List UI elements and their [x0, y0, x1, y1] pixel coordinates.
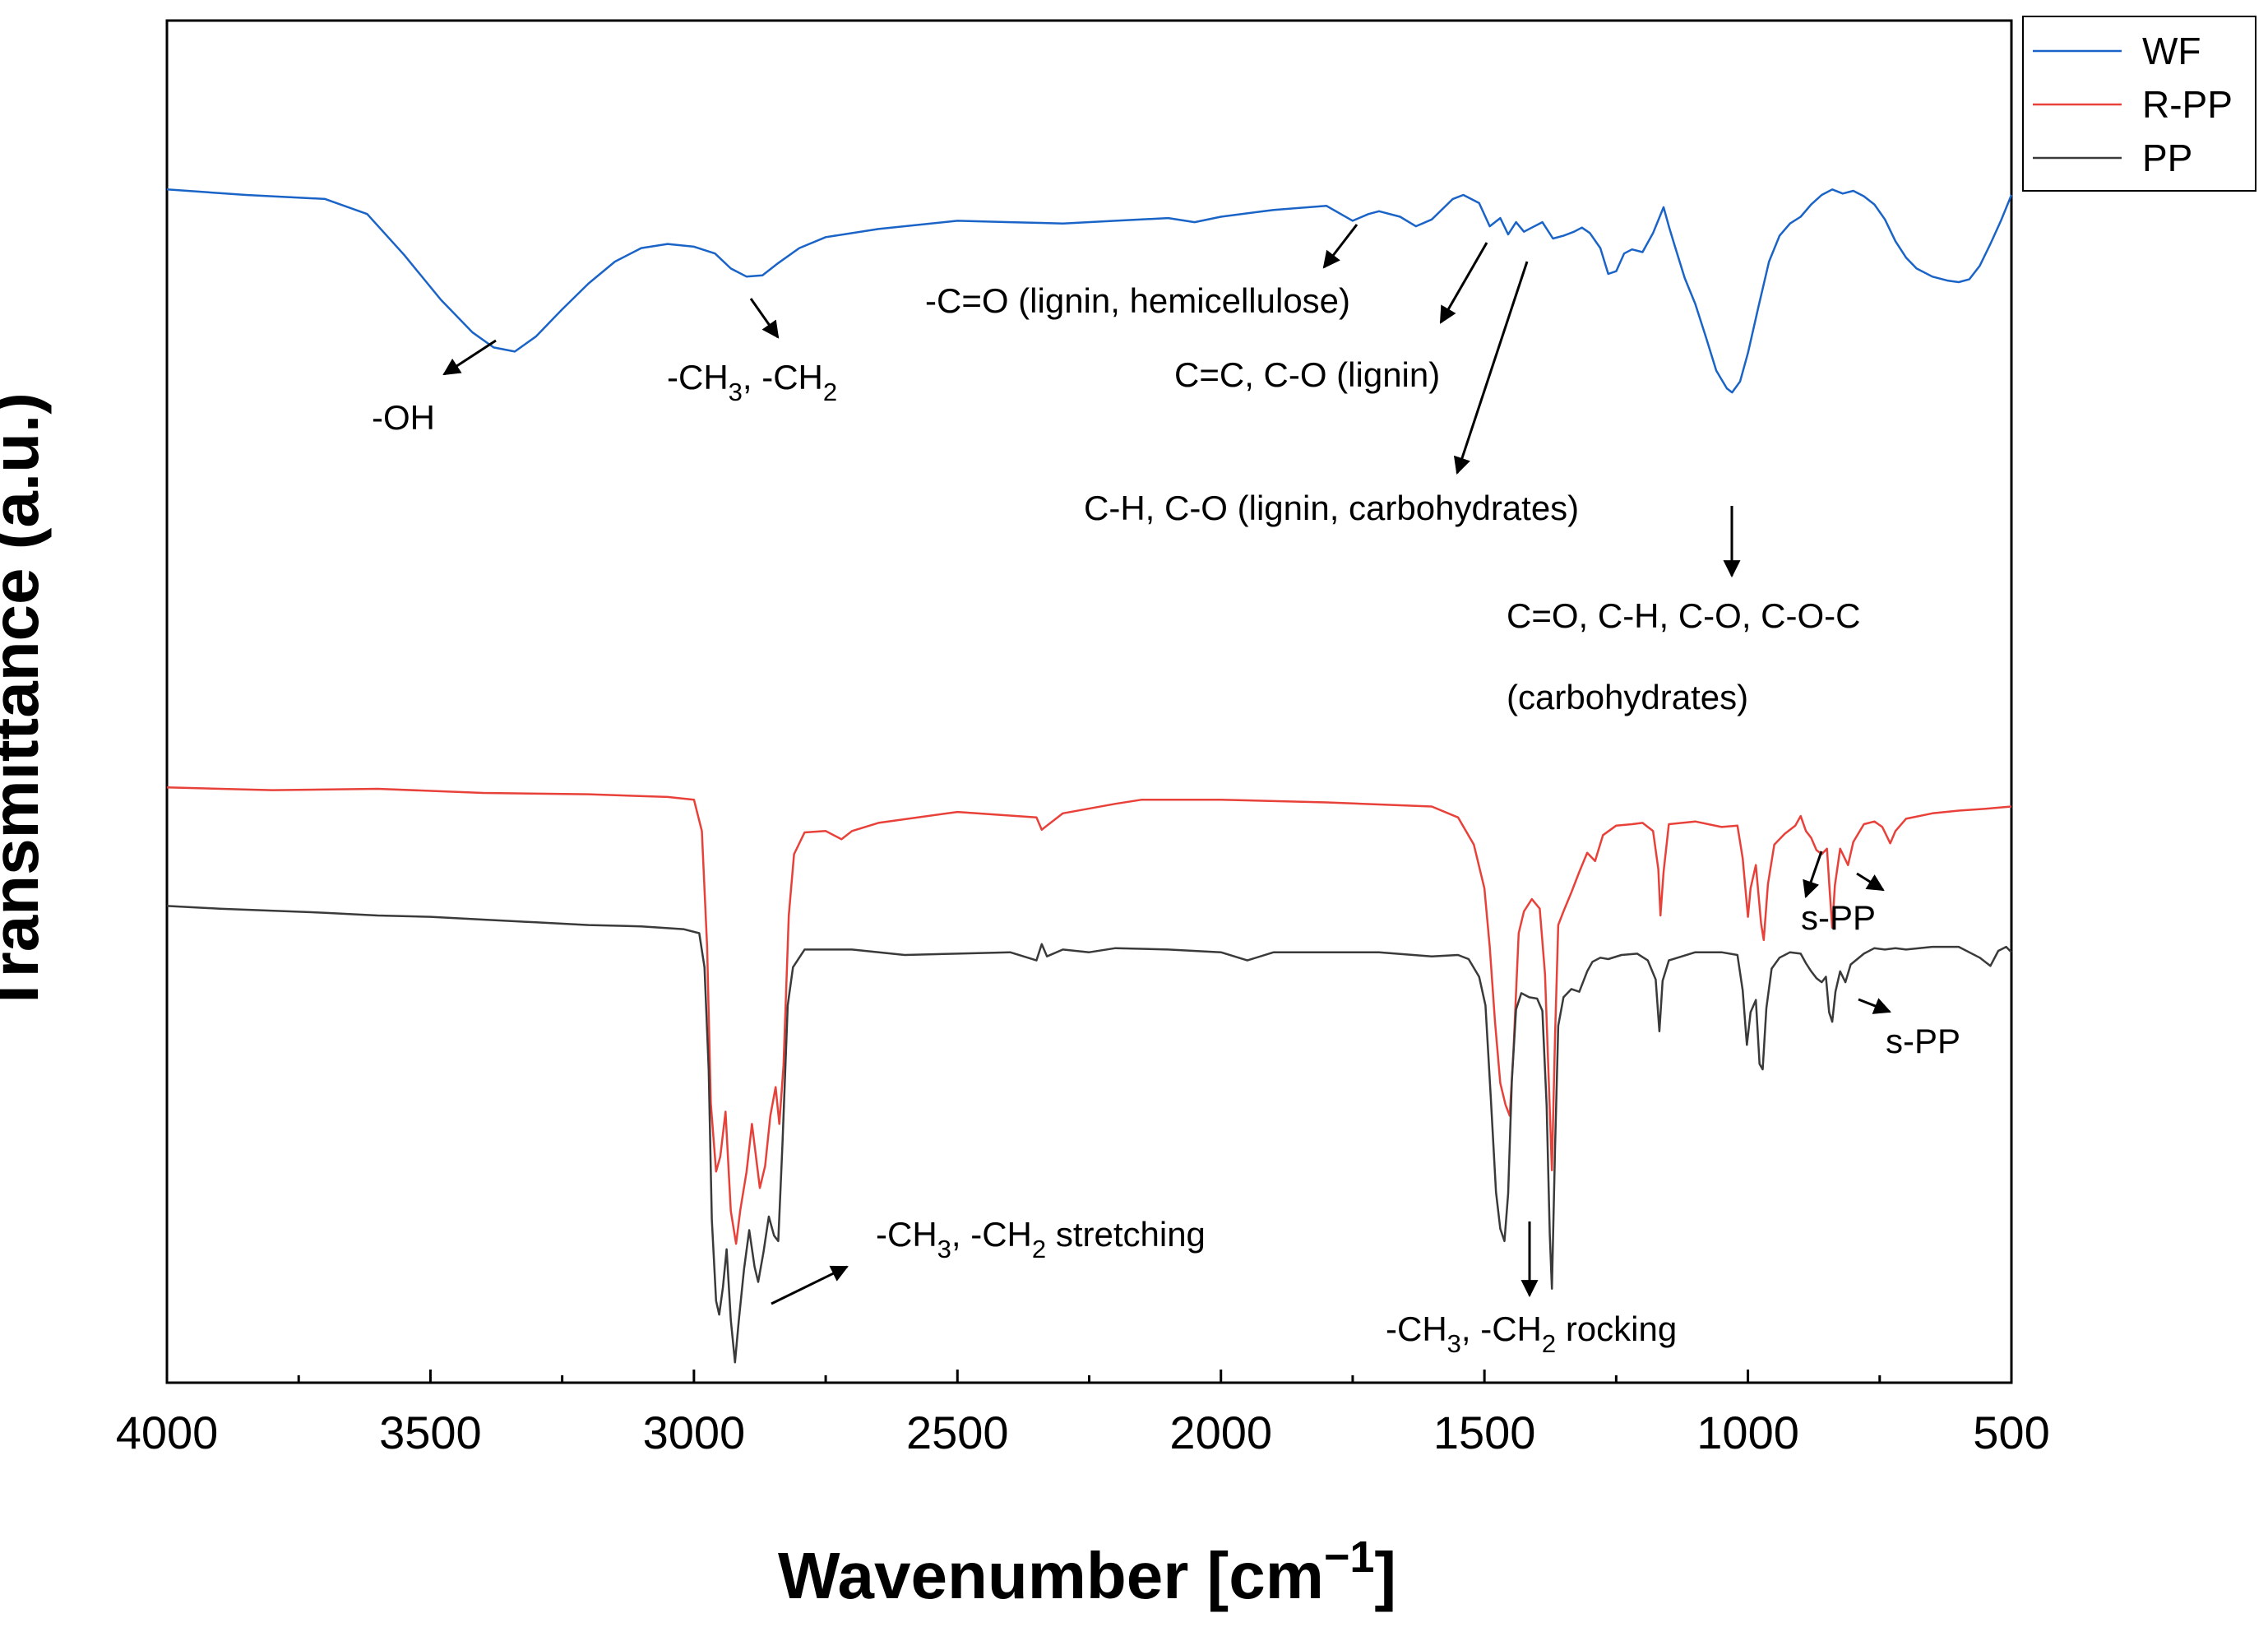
annotation-s-pp-rpp: s-PP: [1801, 898, 1876, 937]
annotation-stretching: -CH3, -CH2 stretching: [876, 1215, 1206, 1263]
annotation-oh: -OH: [372, 398, 435, 437]
annotation-s-pp-pp: s-PP: [1886, 1022, 1960, 1060]
arrow-stretching: [771, 1265, 849, 1305]
annotation-carbohydrates: (carbohydrates): [1507, 678, 1748, 716]
x-tick-label: 3500: [379, 1407, 482, 1458]
y-axis-title: Transmittance (a.u.): [0, 392, 52, 1014]
annotation-ch-co-carbohydrates: C-H, C-O (lignin, carbohydrates): [1084, 489, 1579, 527]
x-tick-label: 3000: [643, 1407, 746, 1458]
arrow-ch-co: [1453, 261, 1529, 475]
annotation-carbohydrate-bands: C=O, C-H, C-O, C-O-C: [1507, 596, 1860, 635]
arrow-oh: [442, 339, 497, 376]
arrow-ch3-ch2: [749, 298, 780, 339]
annotation-rocking: -CH3, -CH2 rocking: [1386, 1309, 1677, 1358]
legend: WF R-PP PP: [2022, 16, 2256, 192]
x-tick-label: 4000: [116, 1407, 219, 1458]
annotation-arrows: [442, 224, 1891, 1305]
arrow-s-pp-1: [1803, 851, 1823, 898]
annotation-carbonyl-lignin: -C=O (lignin, hemicellulose): [925, 281, 1350, 320]
arrow-s-pp-3: [1858, 998, 1891, 1014]
arrow-s-pp-2: [1856, 872, 1885, 892]
annotation-ch3-ch2: -CH3, -CH2: [667, 358, 837, 406]
arrow-cc-co: [1439, 242, 1488, 324]
x-tick-label: 2500: [906, 1407, 1009, 1458]
x-tick-label: 1000: [1696, 1407, 1799, 1458]
x-tick-label: 2000: [1169, 1407, 1272, 1458]
x-axis-ticks: 4000 3500 3000 2500 2000 1500 1000 500: [116, 1370, 2050, 1458]
annotation-cc-co-lignin: C=C, C-O (lignin): [1174, 355, 1440, 394]
annotations: -OH -CH3, -CH2 -C=O (lignin, hemicellulo…: [372, 281, 1960, 1358]
series-line-pp: [166, 905, 2012, 1364]
legend-label-r-pp: R-PP: [2142, 83, 2233, 126]
x-tick-label: 1500: [1433, 1407, 1536, 1458]
series-group: [166, 188, 2013, 1364]
legend-label-pp: PP: [2142, 137, 2192, 179]
series-line-wf: [166, 188, 2013, 394]
arrow-carbonyl: [1322, 224, 1358, 269]
series-line-r-pp: [166, 786, 2012, 1245]
x-axis-title: Wavenumber [cm−1]: [778, 1532, 1396, 1612]
legend-label-wf: WF: [2142, 30, 2201, 72]
x-tick-label: 500: [1973, 1407, 2049, 1458]
